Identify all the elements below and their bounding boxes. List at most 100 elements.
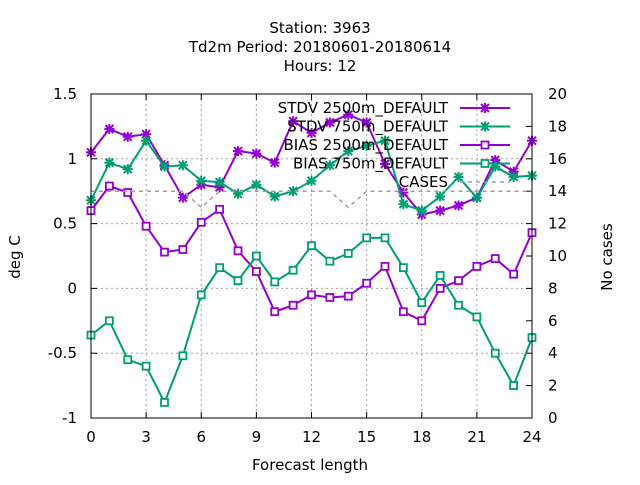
x-axis-label: Forecast length	[252, 456, 368, 474]
data-point	[324, 117, 335, 128]
data-point	[509, 269, 519, 279]
series-3	[86, 181, 537, 326]
ticks-layer: 0 3 6 9 12 15 18 21 241.510.50-0.5-1201816141210…	[48, 85, 567, 446]
data-point	[270, 307, 280, 317]
y2-tick-label: 18	[548, 117, 567, 135]
legend-label: BIAS 750m_DEFAULT	[293, 155, 449, 174]
y2-tick-label: 12	[548, 215, 567, 233]
data-point	[122, 131, 133, 142]
x-tick-label: 15	[357, 428, 376, 446]
data-point	[196, 290, 206, 300]
x-tick-label: 3	[141, 428, 151, 446]
data-point	[214, 177, 225, 188]
grid-layer	[91, 94, 532, 418]
data-point	[178, 351, 188, 361]
data-point	[269, 157, 280, 168]
y-tick-label: 1	[67, 150, 77, 168]
data-point	[435, 283, 445, 293]
series-5	[91, 190, 532, 209]
data-point	[416, 205, 427, 216]
data-point	[343, 146, 354, 157]
y-tick-label: -0.5	[48, 344, 77, 362]
data-point	[196, 175, 207, 186]
data-point	[471, 192, 482, 203]
data-point	[251, 179, 262, 190]
data-point	[325, 256, 335, 266]
chart-title-line-1: Station: 3963	[269, 19, 370, 37]
data-point	[454, 276, 463, 286]
data-point	[398, 263, 408, 273]
data-point	[343, 109, 354, 120]
data-point	[251, 148, 262, 159]
x-tick-label: 21	[467, 428, 486, 446]
series-2	[86, 135, 537, 216]
data-point	[104, 181, 114, 191]
data-point	[178, 245, 188, 254]
data-point	[472, 312, 482, 322]
y2-tick-label: 0	[548, 409, 558, 427]
legend-label: CASES	[399, 173, 448, 191]
data-point	[398, 307, 408, 317]
plot-frame	[90, 93, 533, 419]
data-point	[104, 123, 115, 134]
data-point	[160, 247, 169, 257]
data-point	[472, 261, 482, 271]
data-point	[233, 276, 243, 286]
data-point	[251, 251, 261, 261]
y2-tick-label: 8	[548, 279, 558, 297]
legend-label: STDV 750m_DEFAULT	[287, 118, 449, 137]
data-point	[435, 191, 446, 202]
data-point	[343, 291, 353, 301]
data-point	[307, 241, 316, 251]
x-tick-label: 24	[522, 428, 541, 446]
data-point	[141, 221, 151, 231]
data-point	[453, 171, 464, 182]
data-point	[288, 300, 298, 310]
legend-marker	[480, 159, 490, 168]
data-point	[307, 290, 316, 300]
y2-axis-label: No cases	[598, 223, 616, 291]
y2-tick-label: 2	[548, 377, 558, 395]
chart-title-line-2: Td2m Period: 20180601-20180614	[188, 38, 451, 56]
x-tick-label: 6	[196, 428, 206, 446]
data-point	[380, 135, 390, 146]
data-point	[288, 116, 299, 127]
data-point	[196, 217, 206, 227]
y2-tick-label: 6	[548, 312, 558, 330]
data-point	[122, 164, 133, 175]
y-tick-label: 0	[67, 279, 77, 297]
data-point	[490, 348, 500, 358]
data-point	[177, 192, 188, 203]
legend-marker	[480, 140, 490, 150]
x-tick-label: 12	[302, 428, 321, 446]
data-point	[269, 191, 280, 202]
data-point	[123, 188, 133, 197]
data-point	[159, 161, 170, 172]
series-4	[86, 233, 537, 407]
data-point	[324, 160, 335, 171]
y2-tick-label: 16	[548, 150, 567, 168]
data-point	[362, 278, 372, 288]
x-tick-label: 9	[252, 428, 262, 446]
data-point	[215, 204, 225, 214]
data-point	[490, 254, 500, 263]
y-tick-label: 1.5	[53, 85, 77, 103]
data-point	[233, 246, 243, 256]
x-tick-label: 18	[412, 428, 431, 446]
y2-tick-label: 4	[548, 344, 558, 362]
x-tick-label: 0	[86, 428, 96, 446]
legend-marker	[480, 121, 490, 132]
y2-tick-label: 10	[548, 247, 567, 265]
data-point	[453, 200, 464, 211]
data-point	[251, 267, 261, 276]
data-point	[215, 263, 225, 273]
data-point	[435, 271, 445, 280]
data-point	[380, 158, 390, 169]
data-point	[361, 117, 372, 128]
data-point	[361, 140, 372, 151]
data-point	[141, 135, 152, 146]
y-axis-label: deg C	[6, 235, 24, 279]
series-1	[86, 109, 537, 220]
